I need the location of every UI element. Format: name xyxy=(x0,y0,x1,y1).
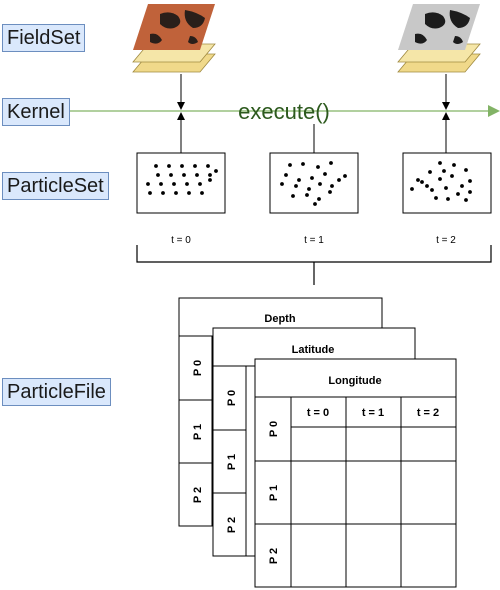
particle-dot xyxy=(208,173,212,177)
particle-dot xyxy=(438,161,442,165)
particle-dot xyxy=(208,178,212,182)
particle-dot xyxy=(185,182,189,186)
particle-dot xyxy=(180,164,184,168)
particle-dot xyxy=(337,178,341,182)
particle-dot xyxy=(446,197,450,201)
row-label-p0: P 0 xyxy=(192,360,204,376)
particle-dot xyxy=(318,182,322,186)
column-header-t0: t = 0 xyxy=(307,407,329,419)
sheet-title-longitude: Longitude xyxy=(328,375,381,387)
particle-dot xyxy=(420,180,424,184)
particle-dot xyxy=(410,187,414,191)
particle-dot xyxy=(310,176,314,180)
particle-dot xyxy=(416,178,420,182)
particle-dot xyxy=(328,190,332,194)
particle-dot xyxy=(430,188,434,192)
particle-dot xyxy=(305,193,309,197)
particleset-label: ParticleSet xyxy=(2,172,109,200)
particle-dot xyxy=(146,182,150,186)
sheet-title-depth: Depth xyxy=(264,313,295,325)
row-label-p2: P 2 xyxy=(226,517,238,533)
particle-dot xyxy=(464,168,468,172)
particle-dot xyxy=(468,179,472,183)
particlefile-label: ParticleFile xyxy=(2,378,111,406)
particle-dot xyxy=(343,174,347,178)
particle-dot xyxy=(280,182,284,186)
particle-dot xyxy=(167,164,171,168)
particleset-box-t2 xyxy=(402,152,492,214)
particle-dot xyxy=(154,164,158,168)
row-label-p1: P 1 xyxy=(226,454,238,470)
particle-dot xyxy=(434,196,438,200)
particle-dot xyxy=(284,173,288,177)
particle-dot xyxy=(172,182,176,186)
particle-dot xyxy=(468,190,472,194)
particle-dot xyxy=(174,191,178,195)
row-label-p0: P 0 xyxy=(268,421,280,437)
particleset-box-t0 xyxy=(136,152,226,214)
particle-dot xyxy=(161,191,165,195)
particle-dot xyxy=(330,184,334,188)
particle-dot xyxy=(148,191,152,195)
particle-dot xyxy=(313,202,317,206)
time-label-t1: t = 1 xyxy=(304,235,324,246)
particles-t1 xyxy=(280,161,347,206)
particle-dot xyxy=(187,191,191,195)
particle-dot xyxy=(206,164,210,168)
particle-dot xyxy=(297,178,301,182)
particles-t2 xyxy=(410,161,472,202)
row-label-p2: P 2 xyxy=(268,548,280,564)
particle-dot xyxy=(438,177,442,181)
particle-dot xyxy=(301,162,305,166)
particle-dot xyxy=(464,198,468,202)
particle-dot xyxy=(450,174,454,178)
particle-dot xyxy=(316,165,320,169)
particle-dot xyxy=(156,173,160,177)
time-label-t0: t = 0 xyxy=(171,235,191,246)
particle-dot xyxy=(193,164,197,168)
kernel-label: Kernel xyxy=(2,98,70,126)
particle-dot xyxy=(182,173,186,177)
particle-dot xyxy=(456,192,460,196)
map-layers-icon xyxy=(132,4,216,73)
particle-dot xyxy=(444,186,448,190)
row-label-p2: P 2 xyxy=(192,487,204,503)
particle-dot xyxy=(169,173,173,177)
sheet-longitude: Longitude t = 0 t = 1 t = 2 P 0 P 1 P 2 xyxy=(254,358,457,588)
column-header-t1: t = 1 xyxy=(362,407,384,419)
output-bracket xyxy=(136,245,492,263)
particle-dot xyxy=(159,182,163,186)
map-layers-icon xyxy=(397,4,481,73)
column-header-t2: t = 2 xyxy=(417,407,439,419)
particles-t0 xyxy=(146,164,218,195)
time-label-t2: t = 2 xyxy=(436,235,456,246)
particle-dot xyxy=(200,191,204,195)
row-label-p0: P 0 xyxy=(226,390,238,406)
particle-dot xyxy=(294,184,298,188)
particle-dot xyxy=(460,184,464,188)
particle-dot xyxy=(288,163,292,167)
row-label-p1: P 1 xyxy=(268,485,280,501)
particle-dot xyxy=(425,184,429,188)
particle-dot xyxy=(428,170,432,174)
particle-dot xyxy=(198,182,202,186)
sheet-title-latitude: Latitude xyxy=(292,344,335,356)
kernel-execute-text: execute() xyxy=(238,99,330,124)
row-label-p1: P 1 xyxy=(192,424,204,440)
particle-dot xyxy=(291,194,295,198)
particle-dot xyxy=(214,169,218,173)
particle-dot xyxy=(195,173,199,177)
particle-dot xyxy=(329,161,333,165)
particle-dot xyxy=(442,169,446,173)
fieldset-label: FieldSet xyxy=(2,24,86,52)
particle-dot xyxy=(323,172,327,176)
particle-dot xyxy=(317,197,321,201)
particle-dot xyxy=(452,163,456,167)
particle-dot xyxy=(307,187,311,191)
